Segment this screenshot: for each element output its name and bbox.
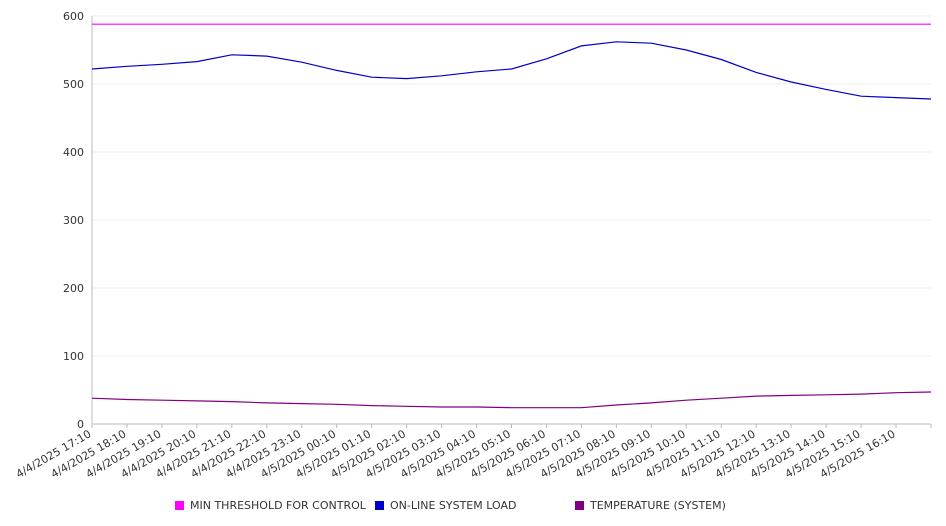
- legend-item-system-load: ON-LINE SYSTEM LOAD: [375, 499, 516, 512]
- legend-item-min-threshold: MIN THRESHOLD FOR CONTROL: [175, 499, 366, 512]
- x-tick-labels: 4/4/2025 17:104/4/2025 18:104/4/2025 19:…: [14, 424, 932, 481]
- y-tick-label: 300: [63, 214, 84, 227]
- y-tick-label: 600: [63, 10, 84, 23]
- legend: MIN THRESHOLD FOR CONTROL ON-LINE SYSTEM…: [175, 499, 795, 513]
- legend-label-min-threshold: MIN THRESHOLD FOR CONTROL: [190, 499, 366, 512]
- y-tick-label: 500: [63, 78, 84, 91]
- series-line-1: [91, 41, 932, 100]
- legend-label-system-load: ON-LINE SYSTEM LOAD: [390, 499, 517, 512]
- legend-swatch-system-load: [375, 501, 384, 510]
- y-tick-labels: 0 100 200 300 400 500 600: [63, 10, 84, 431]
- series-lines: [91, 23, 932, 409]
- legend-swatch-temperature: [575, 501, 584, 510]
- y-tick-label: 400: [63, 146, 84, 159]
- legend-swatch-min-threshold: [175, 501, 184, 510]
- series-line-2: [91, 391, 932, 409]
- legend-item-temperature: TEMPERATURE (SYSTEM): [575, 499, 726, 512]
- gridlines: [92, 15, 931, 425]
- legend-label-temperature: TEMPERATURE (SYSTEM): [590, 499, 726, 512]
- y-tick-label: 100: [63, 350, 84, 363]
- y-tick-label: 200: [63, 282, 84, 295]
- y-tick-label: 0: [77, 418, 84, 431]
